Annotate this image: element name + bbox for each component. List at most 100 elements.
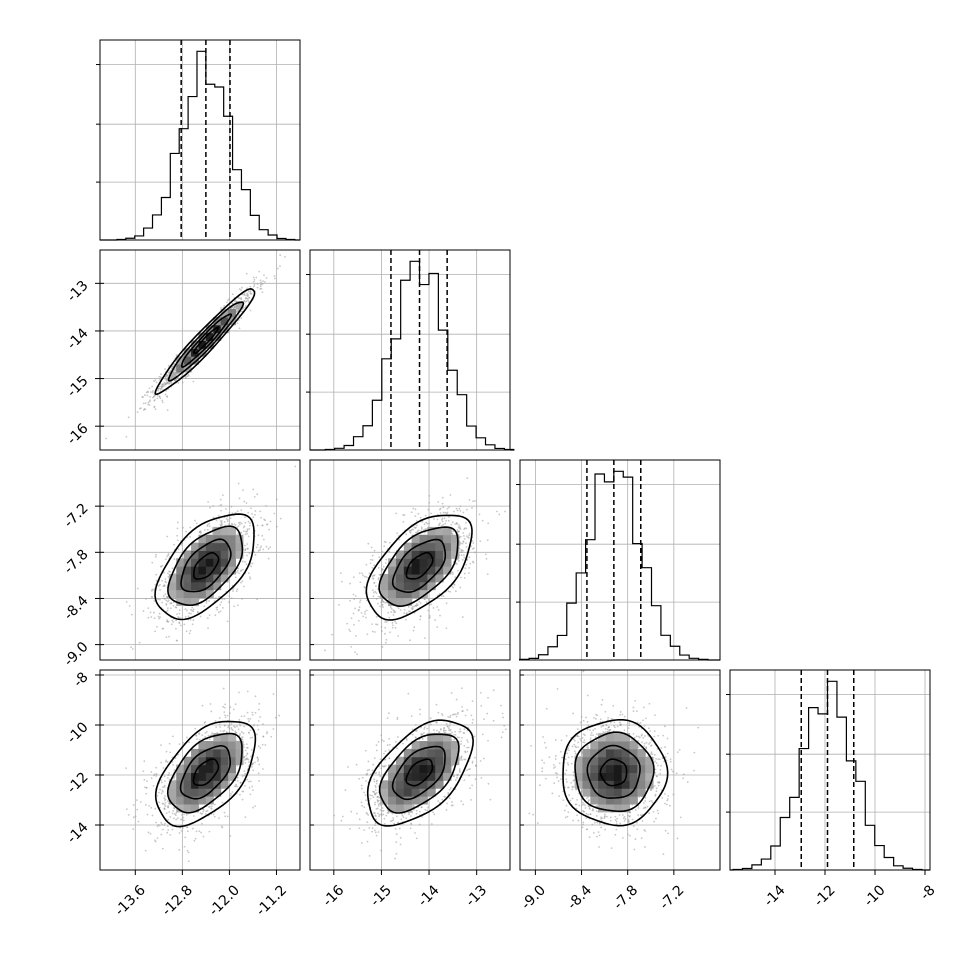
- scatter-point: [163, 824, 166, 827]
- scatter-point: [230, 505, 233, 508]
- scatter-point: [154, 394, 157, 397]
- scatter-point: [246, 554, 248, 557]
- scatter-point: [179, 617, 182, 620]
- scatter-point: [378, 815, 380, 818]
- scatter-point: [467, 746, 470, 749]
- scatter-point: [459, 759, 461, 761]
- density-cell: [213, 764, 222, 773]
- density-cell: [395, 756, 405, 766]
- scatter-point: [150, 777, 153, 780]
- scatter-point: [256, 493, 259, 496]
- scatter-point: [554, 758, 557, 760]
- y-tick-label: -7.2: [61, 500, 92, 531]
- scatter-point: [371, 566, 374, 569]
- scatter-point: [228, 298, 230, 300]
- scatter-point: [532, 813, 535, 816]
- scatter-point: [249, 718, 252, 720]
- scatter-point: [234, 785, 237, 788]
- density-cell: [228, 550, 237, 559]
- density-cells: [380, 526, 460, 606]
- scatter-point: [184, 608, 187, 611]
- scatter-point: [147, 607, 150, 610]
- scatter-point: [601, 698, 604, 701]
- scatter-point: [644, 830, 647, 832]
- scatter-point: [254, 510, 257, 512]
- scatter-point: [571, 788, 574, 791]
- scatter-point: [623, 815, 626, 818]
- scatter-point: [577, 741, 579, 744]
- density-cell: [220, 316, 229, 326]
- scatter-point: [168, 772, 171, 774]
- scatter-point: [472, 500, 474, 503]
- scatter-point: [186, 375, 189, 378]
- scatter-point: [466, 769, 469, 772]
- density-cell: [198, 566, 207, 575]
- scatter-point: [465, 521, 467, 524]
- scatter-point: [492, 689, 495, 692]
- density-cell: [395, 772, 405, 781]
- scatter-point: [465, 563, 468, 566]
- scatter-point: [215, 519, 218, 522]
- scatter-point: [376, 623, 379, 626]
- histogram-panel-1: [96, 39, 301, 241]
- scatter-point: [170, 602, 173, 605]
- scatter-point: [378, 813, 381, 816]
- density-cell: [205, 542, 214, 551]
- density-cell: [205, 574, 214, 583]
- scatter-point: [542, 736, 544, 738]
- scatter-point: [443, 726, 446, 729]
- scatter-point: [249, 793, 252, 796]
- scatter-point: [210, 805, 213, 808]
- scatter-point: [471, 784, 473, 787]
- scatter-point: [595, 815, 598, 817]
- scatter-point: [284, 255, 286, 258]
- scatter-point: [249, 729, 252, 732]
- density-cell: [168, 371, 177, 381]
- scatter-point: [483, 718, 485, 721]
- scatter-point: [498, 513, 501, 516]
- scatter-point: [585, 817, 588, 819]
- scatter-point: [252, 789, 254, 792]
- scatter-point: [138, 641, 141, 644]
- scatter-point: [424, 514, 427, 517]
- scatter-point: [206, 528, 209, 531]
- scatter-point: [158, 612, 161, 615]
- scatter-point: [179, 624, 182, 627]
- scatter-point: [192, 619, 195, 621]
- scatter-point: [190, 612, 192, 615]
- scatter-point: [165, 389, 168, 392]
- density-cell: [380, 788, 389, 797]
- scatter-point: [374, 803, 376, 806]
- scatter-point: [530, 744, 532, 747]
- scatter-point: [257, 720, 260, 722]
- scatter-point: [178, 832, 181, 834]
- scatter-point: [430, 723, 432, 726]
- scatter-point: [456, 713, 459, 715]
- contour-line: [192, 758, 220, 787]
- scatter-point: [148, 387, 151, 390]
- scatter-point: [410, 511, 413, 514]
- scatter-point: [632, 710, 635, 713]
- scatter-point: [246, 293, 249, 296]
- histogram-panel-3: [516, 459, 721, 661]
- scatter-point: [447, 715, 450, 718]
- scatter-point: [249, 290, 252, 293]
- scatter-point: [217, 514, 220, 517]
- scatter-point: [158, 598, 161, 601]
- scatter-point: [248, 552, 251, 555]
- scatter-point: [247, 758, 250, 761]
- scatter-point: [582, 670, 585, 673]
- y-tick-label: -14: [64, 325, 92, 353]
- scatter-point: [249, 780, 252, 783]
- scatter-point: [344, 789, 347, 791]
- density-cell: [198, 741, 207, 750]
- scatter-point: [353, 623, 355, 626]
- scatter-point: [586, 744, 589, 747]
- scatter-point: [378, 556, 381, 559]
- scatter-point: [261, 291, 264, 294]
- scatter-point: [362, 574, 364, 577]
- density-cell: [590, 796, 599, 805]
- scatter-point: [613, 724, 615, 727]
- scatter-point: [270, 735, 273, 738]
- scatter-point: [167, 599, 170, 602]
